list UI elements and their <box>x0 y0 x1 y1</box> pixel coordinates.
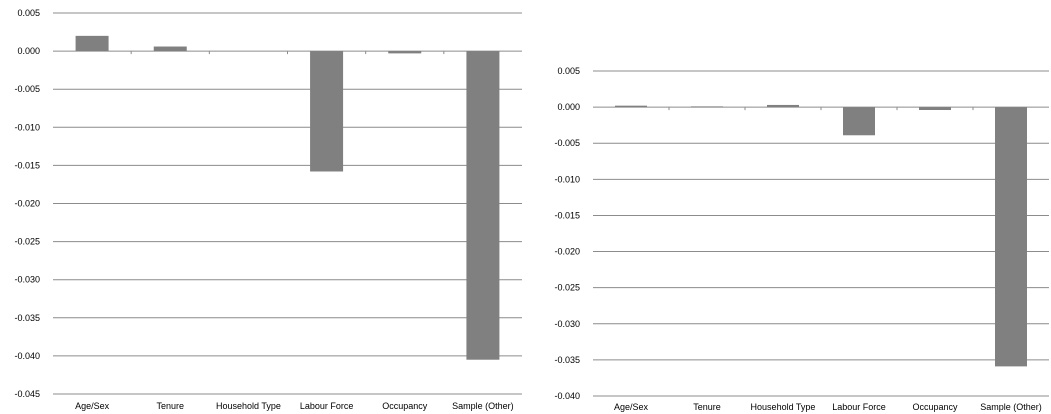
right-bar <box>919 107 951 110</box>
right-bar <box>615 105 647 108</box>
left-category-label: Sample (Other) <box>452 401 514 411</box>
right-y-tick-label: -0.015 <box>554 210 580 220</box>
left-category-label: Household Type <box>216 401 281 411</box>
left-category-label: Age/Sex <box>75 401 110 411</box>
left-y-tick-label: -0.005 <box>14 84 40 94</box>
left-bar <box>153 46 187 52</box>
left-bar <box>310 51 344 172</box>
right-bar <box>843 107 875 136</box>
left-category-label: Labour Force <box>300 401 354 411</box>
right-y-tick-label: -0.010 <box>554 174 580 184</box>
right-category-label: Household Type <box>751 402 816 412</box>
left-y-tick-label: -0.025 <box>14 237 40 247</box>
left-bar <box>388 51 422 54</box>
left-y-tick-label: -0.015 <box>14 160 40 170</box>
left-bar <box>466 51 500 360</box>
right-category-label: Labour Force <box>832 402 886 412</box>
left-y-tick-label: -0.040 <box>14 351 40 361</box>
right-bar <box>691 106 723 108</box>
left-y-tick-label: -0.030 <box>14 275 40 285</box>
left-y-tick-label: 0.000 <box>17 46 40 56</box>
right-bar <box>767 104 799 108</box>
right-category-label: Age/Sex <box>614 402 649 412</box>
right-bar <box>995 107 1027 367</box>
right-y-tick-label: -0.005 <box>554 138 580 148</box>
right-y-tick-label: -0.040 <box>554 391 580 401</box>
left-category-label: Tenure <box>156 401 184 411</box>
right-category-label: Tenure <box>693 402 721 412</box>
right-category-label: Sample (Other) <box>980 402 1042 412</box>
left-bar <box>75 35 109 52</box>
chart-right: 0.005 0.000 -0.005 -0.010 -0.015 -0.020 -0.025… <box>554 66 1049 412</box>
left-y-tick-label: -0.035 <box>14 313 40 323</box>
right-y-tick-label: -0.020 <box>554 247 580 257</box>
right-y-tick-label: -0.030 <box>554 319 580 329</box>
left-category-label: Occupancy <box>382 401 428 411</box>
chart-left: 0.005 0.000 -0.005 -0.010 -0.015 -0.020 -0.025… <box>14 8 522 411</box>
right-y-tick-label: 0.000 <box>557 102 580 112</box>
left-y-tick-label: -0.045 <box>14 389 40 399</box>
right-y-tick-label: 0.005 <box>557 66 580 76</box>
right-y-tick-label: -0.025 <box>554 283 580 293</box>
right-y-tick-label: -0.035 <box>554 355 580 365</box>
left-y-tick-label: -0.020 <box>14 199 40 209</box>
left-y-tick-label: -0.010 <box>14 122 40 132</box>
right-category-label: Occupancy <box>912 402 958 412</box>
left-y-tick-label: 0.005 <box>17 8 40 18</box>
